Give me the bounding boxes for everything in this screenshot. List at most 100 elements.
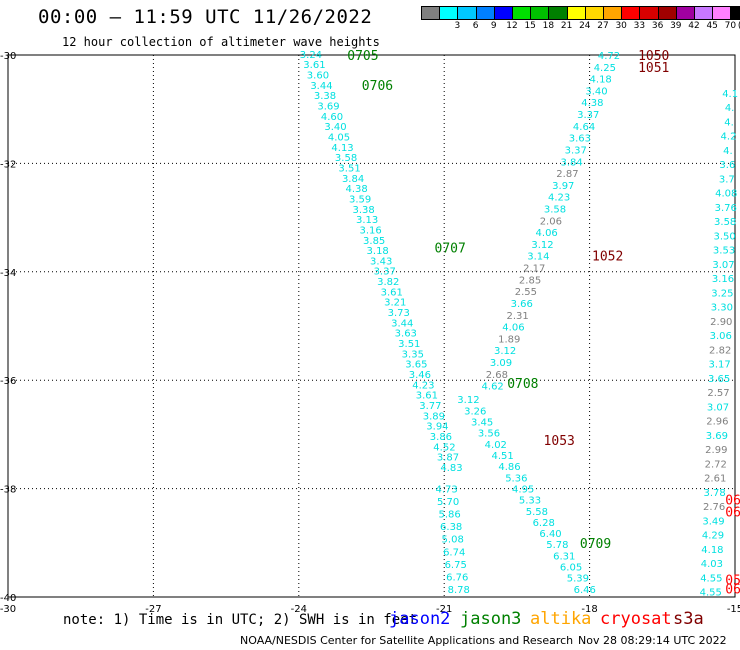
wave-height-value: 2.99 (705, 445, 727, 456)
wave-height-value: 5.58 (526, 507, 548, 518)
wave-height-value: 3.76 (715, 203, 737, 214)
pass-label: 0707 (435, 241, 466, 256)
footer-credit: NOAA/NESDIS Center for Satellite Applica… (240, 634, 574, 647)
wave-height-value: 3.37 (577, 110, 599, 121)
wave-height-value: 2.06 (540, 216, 562, 227)
wave-height-value: 2.31 (506, 311, 528, 322)
wave-height-value: 3.66 (511, 299, 533, 310)
wave-height-value: 3.63 (395, 329, 417, 340)
wave-height-value: 3.43 (370, 256, 392, 267)
wave-height-value: 4.23 (412, 380, 434, 391)
footer-timestamp: Nov 28 08:29:14 UTC 2022 (578, 634, 727, 647)
wave-height-value: 4.06 (536, 228, 558, 239)
wave-height-value: 3.86 (430, 432, 452, 443)
wave-height-value: 4.83 (440, 463, 462, 474)
wave-height-value: 3.6 (719, 160, 735, 171)
wave-height-value: 3.37 (565, 145, 587, 156)
wave-height-value: 4.23 (548, 193, 570, 204)
wave-height-value: 3.77 (419, 401, 441, 412)
wave-height-value: 3.84 (560, 157, 582, 168)
page-title: 00:00 — 11:59 UTC 11/26/2022 (38, 6, 373, 28)
lat-tick-label: -40 (0, 593, 16, 604)
wave-height-value: 2.85 (519, 275, 541, 286)
pass-label: 0705 (347, 49, 378, 64)
wave-height-value: 3.51 (398, 339, 420, 350)
wave-height-value: 3.16 (712, 274, 734, 285)
wave-height-value: 4.25 (594, 63, 616, 74)
wave-height-value: 4.18 (590, 75, 612, 86)
wave-height-value: 3.97 (552, 181, 574, 192)
wave-height-value: 6.75 (445, 560, 467, 571)
wave-height-value: 5.78 (546, 540, 568, 551)
wave-height-value: 3.94 (426, 422, 448, 433)
lat-tick-label: -38 (0, 485, 16, 496)
wave-height-value: 1.89 (498, 334, 520, 345)
page-subtitle: 12 hour collection of altimeter wave hei… (62, 35, 380, 49)
wave-height-value: 4.1 (722, 89, 738, 100)
wave-height-value: 3.18 (367, 246, 389, 257)
wave-height-value: 2.96 (706, 417, 728, 428)
satellite-s3a: s3a (673, 609, 704, 629)
map-frame (7, 54, 736, 598)
pass-label: 0708 (507, 377, 538, 392)
lat-tick-label: -34 (0, 268, 16, 279)
wave-height-value: 3.89 (423, 411, 445, 422)
pass-label: 0709 (580, 537, 611, 552)
wave-height-value: 6.31 (553, 551, 575, 562)
wave-height-value: 3.58 (544, 205, 566, 216)
wave-height-value: 3.16 (360, 225, 382, 236)
wave-height-value: 4.29 (702, 531, 724, 542)
wave-height-value: 2.61 (704, 474, 726, 485)
wave-height-value: 3.40 (324, 122, 346, 133)
pass-label: 06 (725, 505, 740, 520)
wave-height-value: 4.08 (715, 189, 737, 200)
wave-height-value: 3.85 (363, 236, 385, 247)
satellite-jason2: jason2 (389, 609, 451, 629)
wave-height-value: 4. (725, 103, 735, 114)
satellite-cryosat: cryosat (600, 609, 672, 629)
wave-height-value: 3.49 (702, 516, 724, 527)
wave-height-value: 2.76 (703, 502, 725, 513)
wave-height-value: 4.38 (581, 98, 603, 109)
wave-height-value: 3.65 (405, 360, 427, 371)
legend-label: 3 (454, 21, 461, 31)
wave-height-value: 3.26 (464, 406, 486, 417)
wave-height-value: 3.46 (409, 370, 431, 381)
wave-height-value: 4. (723, 146, 733, 157)
legend-label: 70 (724, 21, 737, 31)
wave-height-value: 3.12 (457, 395, 479, 406)
wave-height-value: 2.82 (709, 345, 731, 356)
wave-height-value: 5.70 (437, 497, 459, 508)
wave-height-value: 3.38 (352, 205, 374, 216)
wave-height-value: 3.40 (585, 86, 607, 97)
lon-tick-label: -24 (291, 604, 307, 615)
wave-height-value: 2.57 (707, 388, 729, 399)
legend-label: 6 (472, 21, 479, 31)
wave-height-value: 3.06 (710, 331, 732, 342)
wave-height-value: 4.55 (700, 573, 722, 584)
wave-height-value: 3.73 (388, 308, 410, 319)
track-values: 3.243.613.603.443.383.694.603.404.054.13… (300, 49, 740, 599)
pass-label: 061 (725, 582, 740, 597)
wave-height-value: 3.87 (437, 453, 459, 464)
legend-label: 24 (579, 21, 591, 31)
wave-height-value: 2.17 (523, 264, 545, 275)
wave-height-value: 3.37 (374, 267, 396, 278)
wave-height-value: 6.28 (533, 518, 555, 529)
wave-height-value: 3.78 (704, 488, 726, 499)
wave-height-value: 5.86 (439, 510, 461, 521)
wave-height-value: 4.86 (498, 462, 520, 473)
wave-height-value: 8.78 (448, 585, 470, 596)
satellite-jason3: jason3 (460, 609, 522, 629)
wave-height-value: 3.61 (416, 391, 438, 402)
legend-label: 9 (490, 21, 497, 31)
legend-label: 42 (688, 21, 700, 31)
legend-label: 15 (524, 21, 536, 31)
pass-label: 1052 (592, 250, 623, 265)
wave-height-value: 3.30 (711, 303, 733, 314)
lon-tick-label: -27 (145, 604, 161, 615)
pass-label: 051 (725, 574, 740, 589)
wave-height-value: 2.87 (556, 169, 578, 180)
legend-label: 30 (615, 21, 627, 31)
wave-height-value: 3.69 (317, 102, 339, 113)
